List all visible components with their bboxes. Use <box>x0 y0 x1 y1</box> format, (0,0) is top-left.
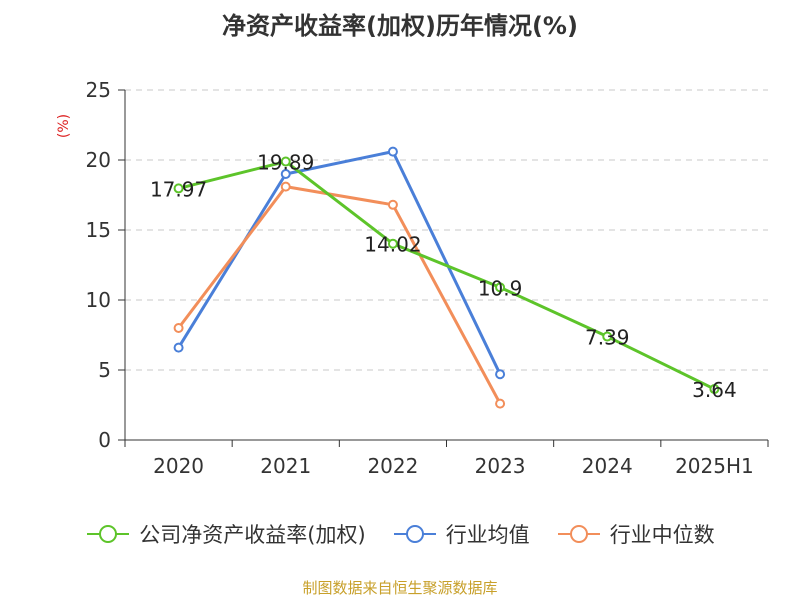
data-point <box>280 181 291 192</box>
x-tick-label: 2024 <box>582 454 633 478</box>
data-point <box>387 199 398 210</box>
y-tick-label: 10 <box>86 288 111 312</box>
x-tick-label: 2025H1 <box>675 454 754 478</box>
data-point <box>387 146 398 157</box>
y-tick-label: 0 <box>98 428 111 452</box>
data-point <box>709 384 720 395</box>
legend-label: 行业中位数 <box>609 523 715 547</box>
legend: 公司净资产收益率(加权) 行业均值 行业中位数 <box>0 519 800 549</box>
source-note: 制图数据来自恒生聚源数据库 <box>302 579 498 597</box>
legend-marker-icon <box>393 525 436 543</box>
data-point <box>173 342 184 353</box>
legend-item[interactable]: 公司净资产收益率(加权) <box>85 519 366 549</box>
legend-item[interactable]: 行业中位数 <box>556 519 715 549</box>
data-labels: 17.97 19.89 14.02 10.9 7.39 3.64 <box>150 151 737 403</box>
x-tick-label: 2022 <box>367 454 418 478</box>
data-label: 3.64 <box>692 378 737 402</box>
x-tick-label: 2020 <box>153 454 204 478</box>
y-axis-label: (%) <box>56 114 72 138</box>
legend-marker-icon <box>87 525 130 543</box>
data-point <box>495 398 506 409</box>
legend-label: 公司净资产收益率(加权) <box>139 523 366 547</box>
series-line <box>178 160 716 391</box>
legend-label: 行业均值 <box>445 523 530 547</box>
data-label: 7.39 <box>585 326 630 350</box>
x-tick-label: 2023 <box>475 454 526 478</box>
legend-item[interactable]: 行业均值 <box>392 519 530 549</box>
data-point <box>280 156 291 167</box>
y-tick-label: 15 <box>86 218 111 242</box>
x-tick-label: 2021 <box>260 454 311 478</box>
data-label: 17.97 <box>150 177 207 201</box>
series-line <box>177 150 502 375</box>
series-line <box>177 185 502 405</box>
data-point <box>173 183 184 194</box>
data-point <box>387 238 398 249</box>
data-point <box>495 282 506 293</box>
y-tick-label: 5 <box>98 358 111 382</box>
axes: 0 5 10 15 20 25 2020 2021 2022 2023 2024 2025H1 (%) <box>56 78 769 478</box>
y-tick-label: 20 <box>86 148 111 172</box>
data-point <box>495 369 506 380</box>
series-lines <box>173 146 720 409</box>
y-tick-label: 25 <box>86 78 111 102</box>
data-point <box>280 169 291 179</box>
data-point <box>173 323 184 333</box>
data-label: 14.02 <box>364 233 421 257</box>
gridlines <box>125 89 768 371</box>
legend-marker-icon <box>557 525 600 543</box>
data-label: 10.9 <box>478 276 523 300</box>
data-point <box>602 331 613 342</box>
data-label: 19.89 <box>257 151 314 175</box>
chart-title: 净资产收益率(加权)历年情况(%) <box>222 12 578 40</box>
